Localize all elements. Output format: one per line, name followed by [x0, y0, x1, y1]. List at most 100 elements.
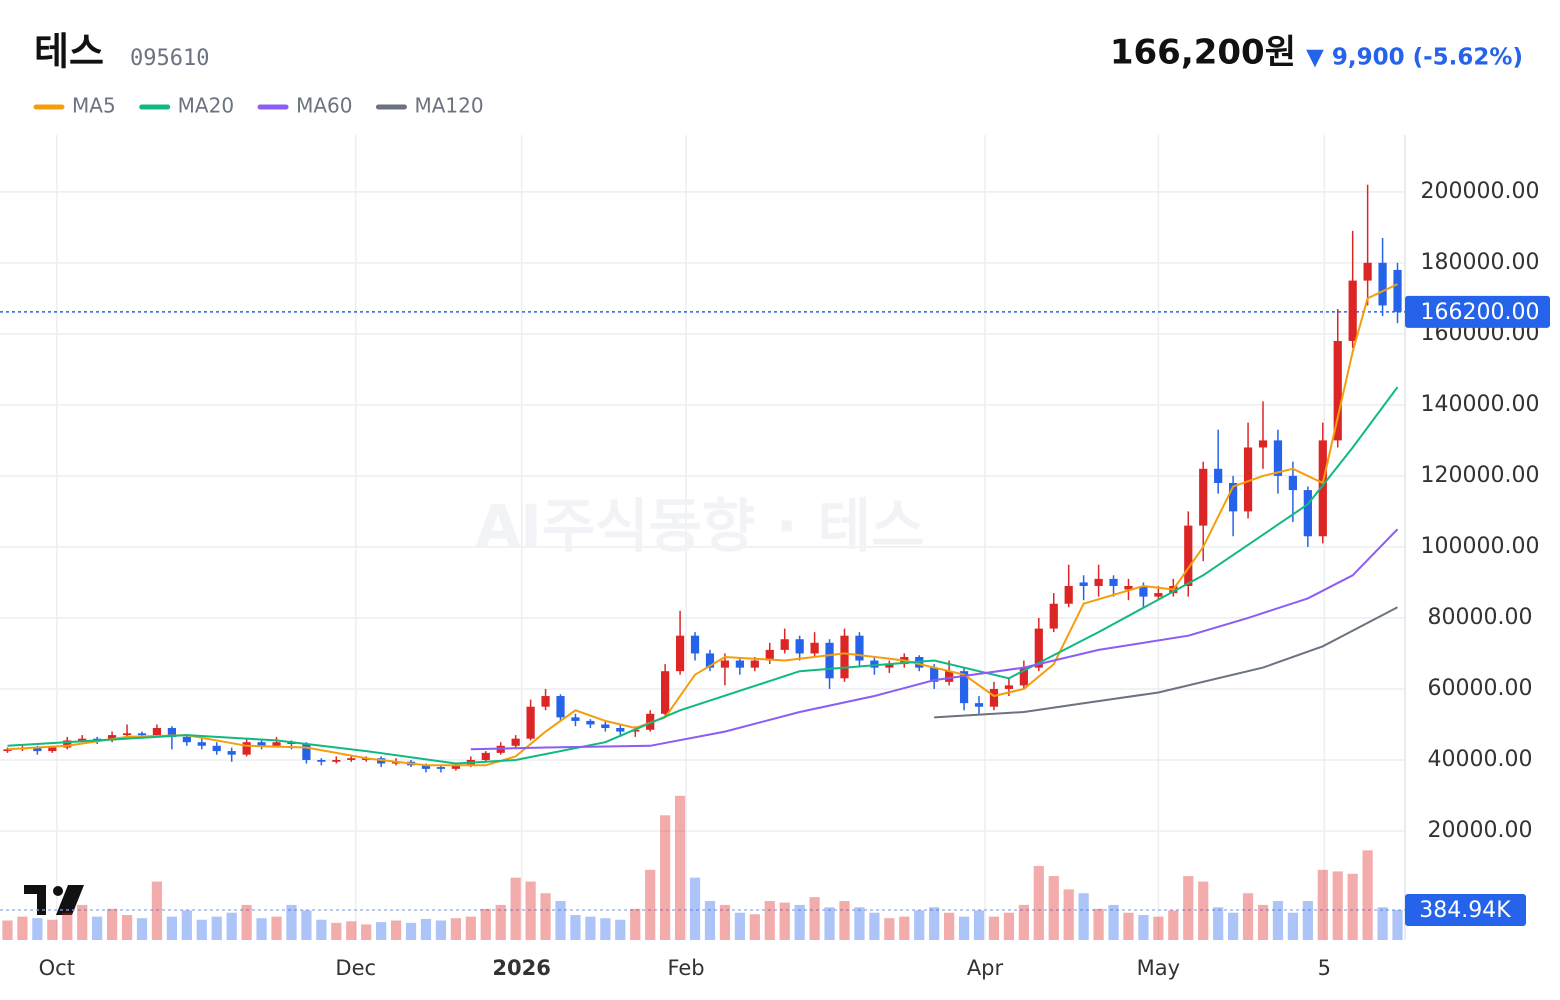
candle-body [855, 635, 864, 661]
volume-bar [435, 920, 447, 940]
volume-bar [630, 908, 641, 940]
candle-body [795, 639, 804, 654]
legend-label: MA20 [178, 94, 234, 118]
volume-bar [1317, 869, 1328, 940]
candle-body [1393, 269, 1402, 312]
volume-bar [1198, 881, 1209, 940]
volume-bar [1287, 912, 1299, 940]
volume-bar [674, 795, 686, 940]
candle-body [1019, 667, 1028, 686]
volume-bar [1078, 893, 1089, 940]
y-tick-label: 120000.00 [1421, 463, 1540, 488]
volume-bar [346, 921, 357, 940]
candle-body [167, 728, 176, 737]
volume-bar [271, 916, 282, 940]
candle-body [197, 742, 206, 746]
volume-bar [585, 916, 596, 940]
volume-bar [256, 918, 267, 940]
candle-body [242, 742, 251, 755]
volume-bar [106, 908, 118, 940]
candle-body [212, 745, 221, 752]
volume-bar [973, 910, 985, 940]
volume-bar [660, 815, 671, 940]
volume-bar [2, 920, 13, 940]
volume-bar [1093, 908, 1104, 940]
volume-bar [32, 918, 43, 940]
candle-body [571, 717, 580, 721]
volume-bar [809, 897, 820, 940]
candle-body [750, 660, 759, 668]
volume-bar [794, 904, 805, 940]
volume-bar [839, 901, 850, 940]
legend-label: MA60 [296, 94, 352, 118]
volume-bar [361, 924, 372, 940]
y-tick-label: 20000.00 [1428, 818, 1533, 843]
candle-body [586, 720, 595, 725]
volume-bar [570, 915, 581, 940]
candle-body [107, 735, 117, 741]
candle-body [3, 749, 12, 752]
volume-bar [376, 922, 387, 940]
volume-bar [1018, 904, 1029, 940]
logo [24, 885, 84, 915]
candle-body [511, 738, 520, 746]
volume-bar [92, 916, 103, 940]
candle-body [302, 743, 311, 760]
candle-body [152, 728, 162, 736]
volume-bar [854, 907, 865, 940]
volume-bar [914, 910, 925, 940]
candle-body [885, 664, 894, 668]
volume-bar [1048, 876, 1059, 940]
candle-body [1214, 468, 1223, 483]
candle-body [556, 696, 565, 718]
candle-body [1034, 628, 1043, 668]
volume-bar [704, 901, 716, 940]
volume-bar [1213, 907, 1224, 940]
candle-body [1288, 475, 1298, 491]
candle-body [690, 635, 700, 654]
candle-body [661, 671, 670, 714]
volume-bar [645, 869, 656, 940]
volume-bar [884, 918, 895, 940]
ma-line [7, 283, 1398, 767]
volume-bar [1347, 873, 1358, 940]
volume-bar [1003, 912, 1015, 940]
price-tag [1405, 295, 1550, 328]
candle-body [421, 765, 431, 769]
volume-bar [286, 904, 297, 940]
volume-bar [62, 912, 73, 940]
candle-body [1064, 585, 1073, 604]
volume-bar [1332, 871, 1343, 940]
volume-bar [1362, 850, 1373, 940]
volume-bar [47, 919, 58, 940]
volume-bar [600, 918, 611, 940]
volume-bar [734, 912, 745, 940]
volume-bar [869, 912, 880, 940]
candle-body [825, 642, 834, 679]
volume-bar [211, 916, 222, 940]
candle-body [182, 736, 191, 743]
candle-body [272, 742, 281, 746]
volume-bar [166, 916, 177, 940]
candle-body [765, 649, 774, 661]
volume-bar [77, 904, 88, 940]
volume-bar [510, 877, 521, 940]
candle-body [930, 667, 939, 682]
candle-body [436, 767, 446, 769]
candle-body [137, 733, 147, 736]
volume-bar [988, 916, 1000, 940]
volume-bar [540, 893, 551, 940]
candle-body [720, 660, 730, 668]
volume-bar [331, 922, 342, 940]
candle-body [1079, 582, 1088, 586]
candle-body [601, 724, 610, 729]
candle-body [227, 751, 236, 755]
volume-bar [1183, 876, 1194, 940]
candle-body [1273, 440, 1283, 476]
candle-body [526, 706, 535, 739]
volume-bar [405, 922, 417, 940]
volume-bar [1168, 910, 1179, 940]
candle-body [1109, 578, 1118, 586]
candle-body [675, 635, 685, 672]
volume-bar [899, 916, 910, 940]
